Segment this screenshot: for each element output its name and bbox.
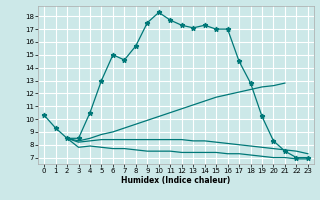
- X-axis label: Humidex (Indice chaleur): Humidex (Indice chaleur): [121, 176, 231, 185]
